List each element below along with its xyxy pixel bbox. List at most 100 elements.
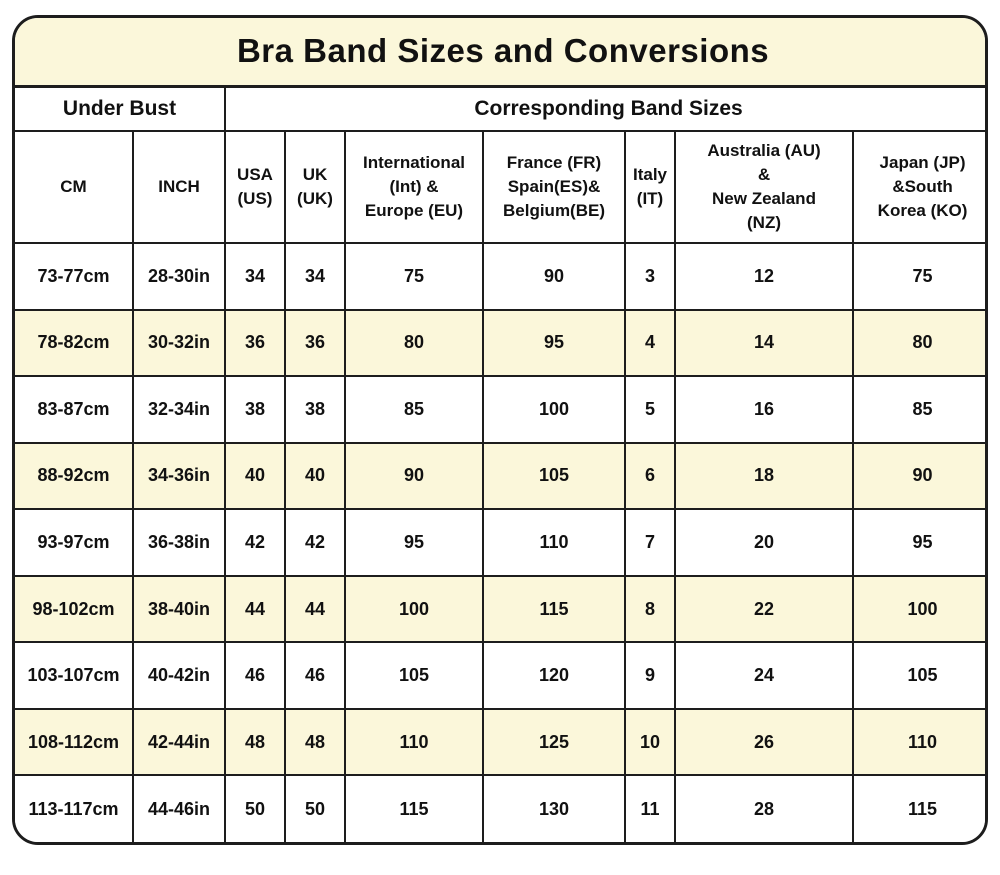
table-row: 93-97cm 36-38in 42 42 95 110 7 20 95: [15, 508, 985, 577]
table-cell: 120: [482, 641, 626, 710]
table-row: 98-102cm 38-40in 44 44 100 115 8 22 100: [15, 574, 985, 644]
table-cell: 83-87cm: [15, 375, 134, 444]
table-cell: 38: [284, 375, 346, 444]
table-cell: 9: [624, 641, 676, 710]
table-cell: 22: [674, 574, 854, 644]
table-cell: 3: [624, 242, 676, 311]
table-cell: 26: [674, 707, 854, 777]
column-header-inch: INCH: [132, 130, 226, 244]
table-cell: 95: [851, 508, 985, 577]
table-cell: 90: [851, 441, 985, 511]
table-row: 113-117cm 44-46in 50 50 115 130 11 28 11…: [15, 774, 985, 842]
table-row: 73-77cm 28-30in 34 34 75 90 3 12 75: [15, 242, 985, 311]
table-cell: 4: [624, 308, 676, 378]
table-cell: 36-38in: [132, 508, 226, 577]
table-cell: 8: [624, 574, 676, 644]
table-cell: 16: [674, 375, 854, 444]
table-cell: 103-107cm: [15, 641, 134, 710]
table-cell: 10: [624, 707, 676, 777]
table-cell: 7: [624, 508, 676, 577]
table-cell: 11: [624, 774, 676, 842]
table-cell: 115: [482, 574, 626, 644]
table-cell: 85: [344, 375, 484, 444]
table-cell: 42-44in: [132, 707, 226, 777]
table-cell: 46: [224, 641, 286, 710]
table-cell: 100: [482, 375, 626, 444]
conversion-table: Bra Band Sizes and Conversions Under Bus…: [12, 15, 988, 845]
table-cell: 46: [284, 641, 346, 710]
table-cell: 100: [851, 574, 985, 644]
table-cell: 80: [344, 308, 484, 378]
table-row: 103-107cm 40-42in 46 46 105 120 9 24 105: [15, 641, 985, 710]
table-cell: 95: [344, 508, 484, 577]
table-cell: 34: [284, 242, 346, 311]
table-cell: 14: [674, 308, 854, 378]
table-cell: 130: [482, 774, 626, 842]
table-cell: 40-42in: [132, 641, 226, 710]
table-cell: 50: [224, 774, 286, 842]
table-cell: 6: [624, 441, 676, 511]
table-cell: 24: [674, 641, 854, 710]
table-cell: 88-92cm: [15, 441, 134, 511]
table-cell: 105: [482, 441, 626, 511]
table-cell: 12: [674, 242, 854, 311]
table-cell: 110: [344, 707, 484, 777]
table-cell: 115: [851, 774, 985, 842]
bra-band-size-table: Bra Band Sizes and Conversions Under Bus…: [15, 18, 985, 842]
table-cell: 34: [224, 242, 286, 311]
table-cell: 38-40in: [132, 574, 226, 644]
table-cell: 93-97cm: [15, 508, 134, 577]
table-row: 83-87cm 32-34in 38 38 85 100 5 16 85: [15, 375, 985, 444]
table-cell: 18: [674, 441, 854, 511]
table-cell: 113-117cm: [15, 774, 134, 842]
table-cell: 36: [224, 308, 286, 378]
group-header-row: Under Bust Corresponding Band Sizes: [15, 85, 985, 132]
table-cell: 90: [482, 242, 626, 311]
table-cell: 40: [224, 441, 286, 511]
column-header-jp-ko: Japan (JP) &South Korea (KO): [851, 130, 985, 244]
column-header-italy: Italy (IT): [624, 130, 676, 244]
column-header-cm: CM: [15, 130, 134, 244]
column-header-fr-es-be: France (FR) Spain(ES)& Belgium(BE): [482, 130, 626, 244]
table-cell: 78-82cm: [15, 308, 134, 378]
table-cell: 40: [284, 441, 346, 511]
table-cell: 36: [284, 308, 346, 378]
table-cell: 28: [674, 774, 854, 842]
table-cell: 90: [344, 441, 484, 511]
table-cell: 100: [344, 574, 484, 644]
table-cell: 28-30in: [132, 242, 226, 311]
table-cell: 48: [224, 707, 286, 777]
group-header-under-bust: Under Bust: [15, 85, 226, 132]
table-row: 108-112cm 42-44in 48 48 110 125 10 26 11…: [15, 707, 985, 777]
column-header-uk: UK (UK): [284, 130, 346, 244]
table-cell: 105: [344, 641, 484, 710]
table-row: 78-82cm 30-32in 36 36 80 95 4 14 80: [15, 308, 985, 378]
table-cell: 38: [224, 375, 286, 444]
table-cell: 5: [624, 375, 676, 444]
table-cell: 73-77cm: [15, 242, 134, 311]
page-title: Bra Band Sizes and Conversions: [15, 18, 985, 88]
table-cell: 110: [851, 707, 985, 777]
table-cell: 105: [851, 641, 985, 710]
table-cell: 108-112cm: [15, 707, 134, 777]
table-cell: 32-34in: [132, 375, 226, 444]
table-cell: 75: [344, 242, 484, 311]
table-cell: 75: [851, 242, 985, 311]
table-cell: 110: [482, 508, 626, 577]
table-cell: 98-102cm: [15, 574, 134, 644]
table-cell: 125: [482, 707, 626, 777]
table-row: 88-92cm 34-36in 40 40 90 105 6 18 90: [15, 441, 985, 511]
table-cell: 44: [284, 574, 346, 644]
table-cell: 42: [224, 508, 286, 577]
column-header-int-eu: International (Int) & Europe (EU): [344, 130, 484, 244]
title-row: Bra Band Sizes and Conversions: [15, 18, 985, 88]
group-header-band-sizes: Corresponding Band Sizes: [223, 85, 985, 132]
table-cell: 85: [851, 375, 985, 444]
table-cell: 48: [284, 707, 346, 777]
table-cell: 95: [482, 308, 626, 378]
table-cell: 20: [674, 508, 854, 577]
table-cell: 50: [284, 774, 346, 842]
table-cell: 80: [851, 308, 985, 378]
table-cell: 44-46in: [132, 774, 226, 842]
table-cell: 34-36in: [132, 441, 226, 511]
